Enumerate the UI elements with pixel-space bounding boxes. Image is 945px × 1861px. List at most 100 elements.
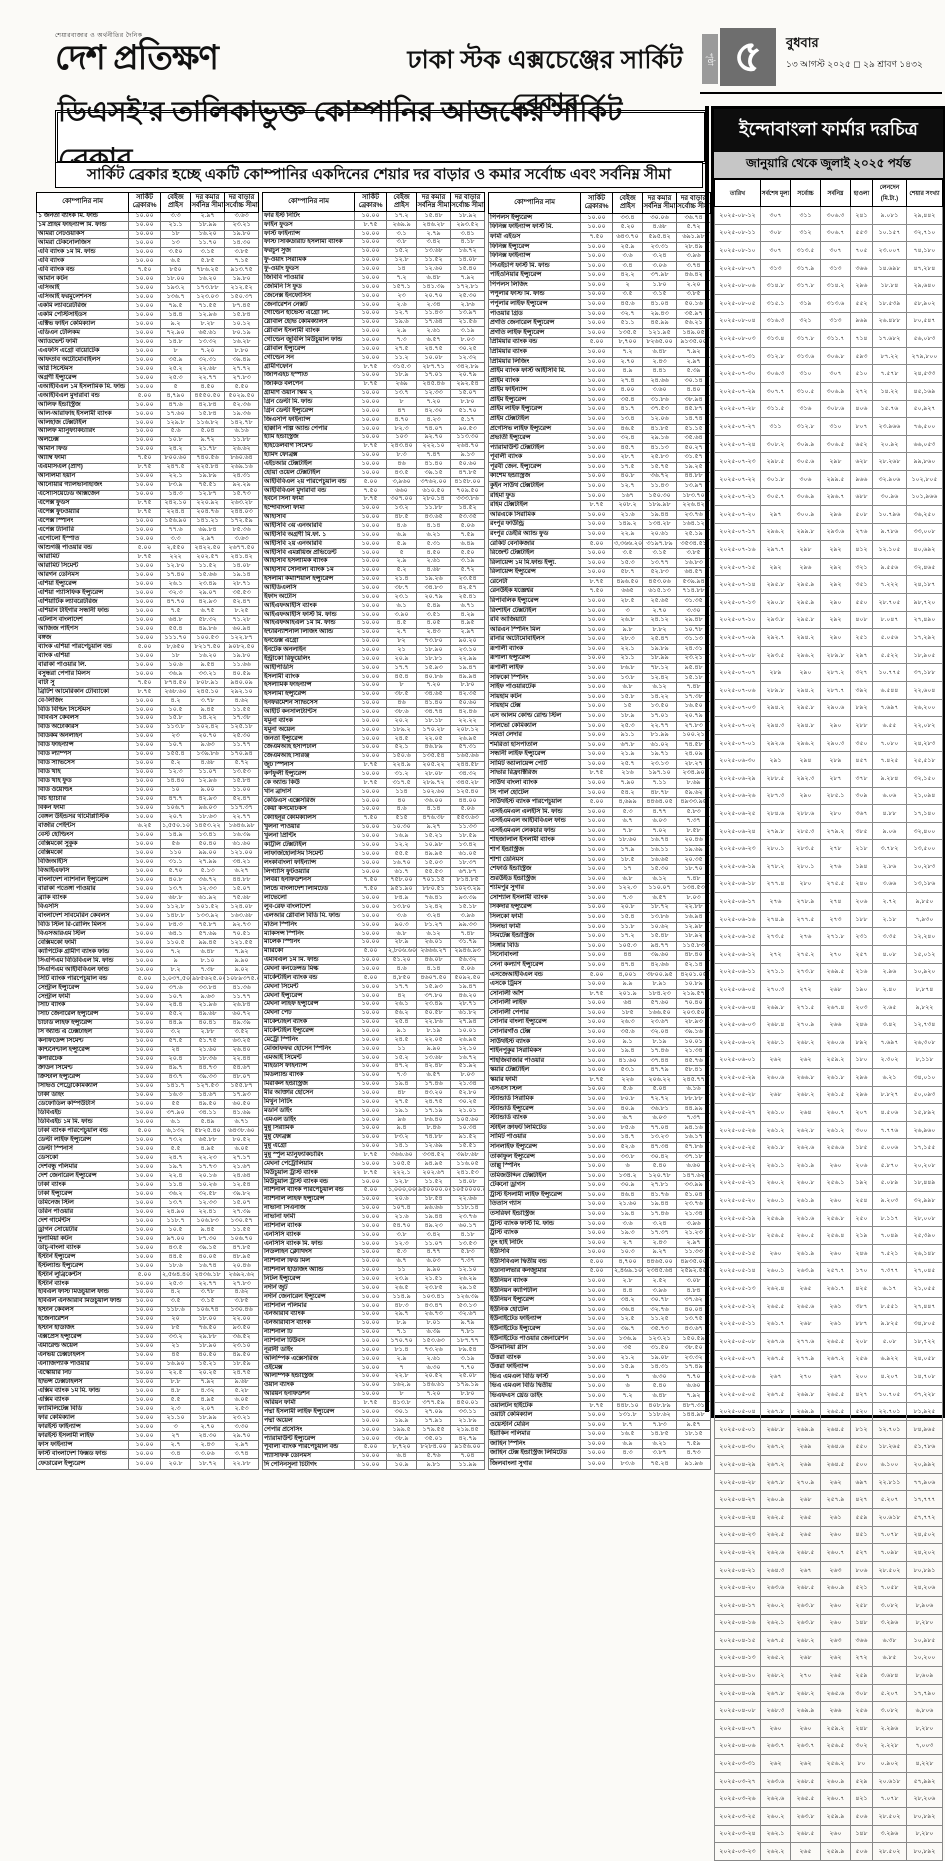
cell: সন্ধানী লাইফ ইন্স্যুরেন্স [488,749,581,760]
table-row: ২০২৫-০৪-২৯ ২৬৭.২ ২৬৯ ২৬৪.৫ ৫০০ ৬.১০০ ২০,৯৯২ [714,1455,943,1474]
table-row: সিএপিএম আইবিবিএল ফান্ড ১০.০০ ৮.২ ৭.৩৮ ৯.০২ [36,964,259,975]
price-history-table: তারিখ সর্বশেষ মূল্য সর্বোচ্চ সর্বনিম্ন হাওলা… [714,179,943,1861]
table-row: ওয়ালটন হাইটেক ৮.৭৫ ৪৪৮.১০ ৪০৮.৮৯ ৪৮৭.৩১ [488,1400,711,1412]
cell: ১০.০০ [580,1295,613,1306]
cell: ৯.১ [386,1026,417,1037]
cell: পেপার প্রসেসিং [262,1425,355,1435]
cell: ৯.৬৮ [224,1377,259,1388]
cell: ১০.০০ [580,461,613,473]
cell: ১০.০০ [580,548,613,559]
cell: ৪১.৬০ [612,1055,643,1067]
cell: ১৩৩.৯২ [190,911,225,922]
cell: ১০.০০ [580,1429,613,1440]
cell: ২০.৭৯ [450,370,485,381]
cell: ৪.৬ [386,521,417,532]
cell: ৫৪.৬৭ [224,1063,259,1074]
cell: ৩১৬.৩ [760,311,791,331]
cell: ৫৩.১৩ [450,1301,485,1311]
cell: প্রাইম লাইফ ইন্স্যুরেন্স [488,404,581,416]
cell: ৭৮৬.২৫ [190,265,225,276]
cell: ২,৫৬৪.৪০ [160,1269,191,1280]
cell: ১০.০০ [354,1141,387,1152]
cell: ৩৫.৪ [612,394,643,406]
cell: পিপলস ইন্স্যুরেন্স [488,212,581,224]
cell: ১৪.৬৯৮ [872,258,907,278]
cell: ১৩.৭ [160,884,191,895]
cell: ২.৬১ [416,326,451,337]
cell: ৮.৭৫ [580,500,613,511]
cell: ২৩.৬৭ [642,1017,677,1029]
cell: রূপালী ব্যাংক [488,643,581,655]
cell: ২৬৮ [790,1648,821,1668]
cell: ৩.৪২ [416,237,451,248]
table-row: অগ্রণী ইন্স্যুরেন্স ১০.০০ ২৫.৩ ২২.৭৭ ২৭.৮৩ [36,373,259,383]
cell: ৬৮৮ [850,487,873,507]
cell: ৩২১ [850,557,873,577]
column-header: কোম্পানির নাম [488,192,581,214]
cell: ১০.০০ [580,404,613,416]
cell: ৪২.২ [612,270,643,281]
cell: ১৯.৩৬ [224,408,259,419]
table-row: জিকিউ বলপেন ৮.৭৫ ২৬৯ ২৪৫.৪৬ ২৯২.৫৪ [262,379,485,390]
cell: ৫.০৬ [450,964,485,975]
indobangla-panel: ইন্দোবাংলা ফার্মার দরচিত্র জানুয়ারি থেক… [711,106,945,1861]
table-row: ২০২৫-০৬-০৪ ২৬৯.৮ ২৭১.৫ ২৬৭.৪ ২০৩ ২.৬৫ ৯,৮২২ [714,997,943,1017]
cell: ইস্টার্ন ইন্স্যুরেন্স [36,1251,129,1262]
cell: ১০.০০ [354,1256,387,1267]
cell: ১০.০০ [354,982,387,992]
cell: ২০৬.২২ [642,1074,677,1086]
table-row: টেকনো ড্রাগস ১০.০০ ৩০.৯ ২৭.৮১ ৩৩.৯৯ [488,1180,711,1191]
cell: ৩১০ [820,417,851,436]
cell: ৮,২৮০ [906,1613,943,1633]
cell: ১২.৬০ [416,264,451,275]
cell: ২৬,২০০ [906,698,943,718]
table-row: রূপালী ইন্স্যুরেন্স ১০.০০ ২১.১ ১৮.৯৯ ২৩.২১ [488,653,711,665]
cell: ৮৫.৬ [612,1122,643,1134]
cell: ২৭৪.৯ [760,909,791,929]
table-row: সাভার রিফ্র্যাক্টরিজ ৮.৭৫ ২১৬ ১৯৭.১০ ২৩৪.৯০ [488,768,711,779]
table-row: ইস্টার্ন কেবলস ১০.০০ ১১৮.৬ ১০৬.৭৪ ১৩০.৪৬ [36,1305,259,1316]
cell: ৪৭.২ [386,1061,417,1072]
cell: ১৬.২০ [190,274,225,285]
cell: ৮০.৫২ [224,1135,259,1146]
table-row: ইউনাইটেড পাওয়ার জেনারেশন ১০.০০ ১৩৬.৯ ১২৩.২… [488,1333,711,1345]
table-row: তাকাফুল ইন্স্যুরেন্স ১০.০০ ৩৩.৮ ৩০.৪২ ৩৭.১৮ [488,1151,711,1163]
cell: এসিআই [36,283,129,294]
cell: ৩১৭.৮ [790,329,821,348]
cell: ২০২৫-০৫-১৪ [714,1261,761,1281]
cell: ১০.০০ [580,730,613,741]
page-label: পৃষ্ঠা [702,34,718,84]
table-row: শার্প ইন্ডাস্ট্রিজ ১০.০০ ১৭.৯ ১৬.১১ ১৯.৬৯ [488,845,711,856]
cell: ২৩.৯ [386,1274,417,1285]
cell: ১২,২৪০ [906,927,943,946]
cell: ২৬৯ [790,1437,821,1457]
cell: ১০.০০ [580,1458,613,1471]
cell: ১০.০০ [128,839,161,850]
cell: ১০.০০ [580,567,613,578]
cell: ২৬৭ [790,1560,821,1580]
table-row: কপারটেক ১০.০০ ২০.৪ ১৮.৩৬ ২২.৪৪ [36,1054,259,1065]
cell: ১০.০০ [580,1189,613,1201]
cell: ২৬০ [820,1156,851,1175]
cell: পূবালী ব্যাংক পারপেচুয়াল বন্ড [262,1442,355,1453]
cell: ৫৭.৩১ [450,742,485,753]
cell: ৪১.৭৬ [642,1189,677,1201]
cell: ২৬৯.৯ [790,1419,821,1439]
cell: ৭.০৮০ [872,733,907,753]
cell: ২৬২.১ [760,1613,791,1633]
cell: ২৭০.৩ [760,980,791,999]
cell: ২৪.২ [160,444,191,455]
cell: ১০.০০ [128,1072,161,1083]
cell: ৮.৭৫ [128,552,161,563]
cell: ২৬১.০ [760,1103,791,1122]
cell: এবি ব্যাংক [36,256,129,267]
table-row: এমআই সিমেন্ট ১০.০০ ১৫.২ ১৩.৬৮ ১৬.৭২ [262,1052,485,1063]
cell: এনার্জিপ্যাক পাওয়ার [36,1359,129,1370]
cell: ২৮৯.৮ [760,681,791,700]
table-row: ২০২৫-০৭-২১ ৩০৫.৭ ৩০৬.৯ ২৯৬.৭ ৬৮৮ ৩০.৯৬ ১০১,৯৬৬ [714,487,943,507]
cell: ৪৫.৯৯ [642,318,677,329]
cell: ৪৬.২০ [450,990,485,1001]
cell: ৯৪.৯৫ [416,1159,451,1170]
table-row: এমারেল্ড অয়েল ১০.০০ ২১ ১৮.৯০ ২৩.১০ [36,1341,259,1352]
cell: পূরবী জেন. ইন্স্যুরেন্স [488,461,581,473]
